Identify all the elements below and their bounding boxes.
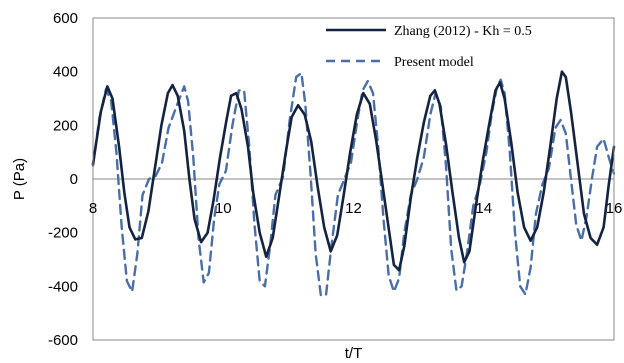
series-line-zhang — [91, 70, 616, 272]
series-group — [91, 70, 616, 297]
legend-label-present-model: Present model — [394, 55, 474, 70]
y-tick-label: 400 — [53, 64, 78, 81]
y-tick-label: 0 — [70, 171, 78, 188]
y-tick-label: -400 — [48, 278, 78, 295]
y-tick-label: -600 — [48, 332, 78, 349]
legend: Zhang (2012) - Kh = 0.5 Present model — [326, 24, 532, 70]
x-tick-label: 12 — [345, 200, 362, 217]
y-tick-label: 200 — [53, 117, 78, 134]
x-tick-label: 16 — [606, 200, 623, 217]
y-tick-label: -200 — [48, 225, 78, 242]
legend-label-zhang: Zhang (2012) - Kh = 0.5 — [394, 24, 532, 39]
series-line-present-model — [91, 71, 616, 297]
y-axis-title: P (Pa) — [11, 158, 28, 200]
x-axis-title: t/T — [345, 345, 363, 362]
y-tick-label: 600 — [53, 10, 78, 27]
x-tick-label: 14 — [475, 200, 492, 217]
x-tick-label: 10 — [215, 200, 232, 217]
tick-labels: 600 400 200 0 -200 -400 -600 8 10 12 14 16 — [48, 10, 622, 349]
plot-area-border — [92, 17, 615, 341]
x-tick-label: 8 — [89, 200, 97, 217]
